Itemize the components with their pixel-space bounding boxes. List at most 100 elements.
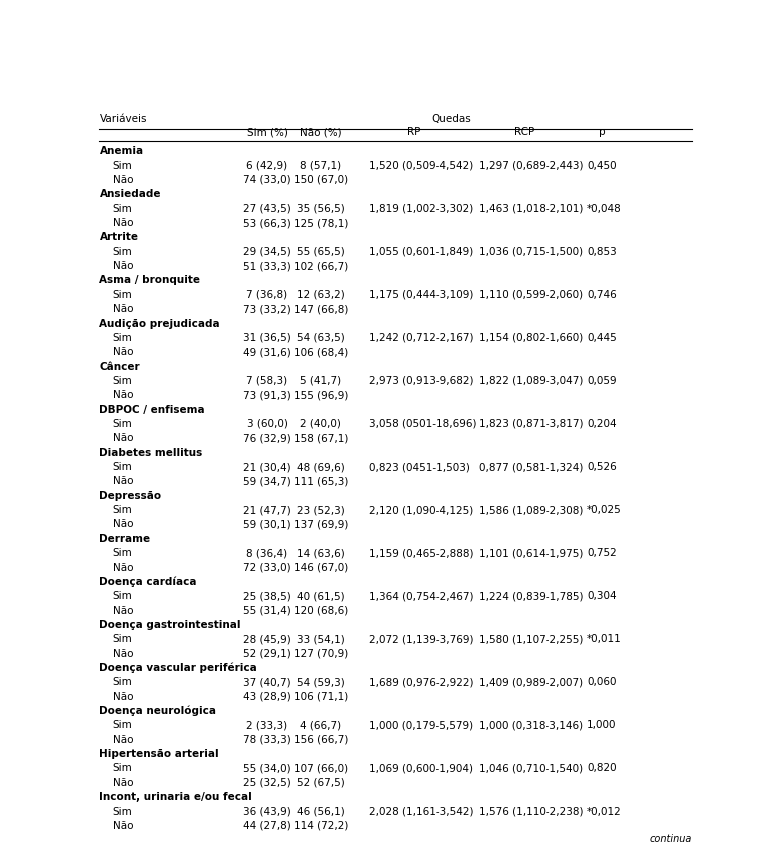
Text: Não: Não (113, 476, 133, 486)
Text: 54 (59,3): 54 (59,3) (297, 677, 345, 688)
Text: 59 (34,7): 59 (34,7) (243, 476, 291, 486)
Text: 8 (36,4): 8 (36,4) (246, 548, 288, 558)
Text: 0,746: 0,746 (587, 290, 617, 300)
Text: Audição prejudicada: Audição prejudicada (100, 318, 220, 329)
Text: 114 (72,2): 114 (72,2) (293, 821, 348, 831)
Text: 55 (31,4): 55 (31,4) (243, 605, 291, 616)
Text: 1,819 (1,002-3,302): 1,819 (1,002-3,302) (369, 204, 473, 213)
Text: *0,048: *0,048 (587, 204, 622, 213)
Text: Não: Não (113, 563, 133, 572)
Text: 44 (27,8): 44 (27,8) (243, 821, 291, 831)
Text: 1,000: 1,000 (587, 720, 617, 730)
Text: Sim: Sim (113, 333, 133, 342)
Text: Não: Não (113, 218, 133, 228)
Text: 1,110 (0,599-2,060): 1,110 (0,599-2,060) (479, 290, 584, 300)
Text: Diabetes mellitus: Diabetes mellitus (100, 447, 203, 458)
Text: Não: Não (113, 390, 133, 401)
Text: Doença gastrointestinal: Doença gastrointestinal (100, 620, 241, 630)
Text: DBPOC / enfisema: DBPOC / enfisema (100, 405, 205, 414)
Text: 25 (38,5): 25 (38,5) (243, 591, 291, 601)
Text: 7 (58,3): 7 (58,3) (246, 376, 288, 386)
Text: Derrame: Derrame (100, 534, 151, 544)
Text: 25 (32,5): 25 (32,5) (243, 778, 291, 788)
Text: 1,586 (1,089-2,308): 1,586 (1,089-2,308) (479, 505, 584, 515)
Text: Sim: Sim (113, 376, 133, 386)
Text: 73 (91,3): 73 (91,3) (243, 390, 291, 401)
Text: 2 (40,0): 2 (40,0) (300, 419, 341, 429)
Text: 37 (40,7): 37 (40,7) (243, 677, 291, 688)
Text: 0,059: 0,059 (587, 376, 617, 386)
Text: 21 (47,7): 21 (47,7) (243, 505, 291, 515)
Text: Doença neurológica: Doença neurológica (100, 706, 216, 716)
Text: 1,036 (0,715-1,500): 1,036 (0,715-1,500) (479, 247, 584, 257)
Text: 0,823 (0451-1,503): 0,823 (0451-1,503) (369, 462, 469, 472)
Text: 1,580 (1,107-2,255): 1,580 (1,107-2,255) (479, 635, 584, 644)
Text: Sim: Sim (113, 462, 133, 472)
Text: Doença cardíaca: Doença cardíaca (100, 577, 197, 587)
Text: 72 (33,0): 72 (33,0) (243, 563, 291, 572)
Text: 0,445: 0,445 (587, 333, 617, 342)
Text: *0,025: *0,025 (587, 505, 622, 515)
Text: RP: RP (407, 127, 420, 137)
Text: 1,154 (0,802-1,660): 1,154 (0,802-1,660) (479, 333, 584, 342)
Text: 59 (30,1): 59 (30,1) (243, 519, 291, 530)
Text: Não: Não (113, 304, 133, 314)
Text: 0,853: 0,853 (587, 247, 617, 257)
Text: 111 (65,3): 111 (65,3) (293, 476, 348, 486)
Text: p: p (599, 127, 605, 137)
Text: 74 (33,0): 74 (33,0) (243, 175, 291, 185)
Text: 106 (71,1): 106 (71,1) (293, 692, 348, 701)
Text: 2,072 (1,139-3,769): 2,072 (1,139-3,769) (369, 635, 473, 644)
Text: Sim: Sim (113, 720, 133, 730)
Text: 0,877 (0,581-1,324): 0,877 (0,581-1,324) (479, 462, 584, 472)
Text: Anemia: Anemia (100, 147, 144, 156)
Text: 0,450: 0,450 (587, 160, 617, 171)
Text: 28 (45,9): 28 (45,9) (243, 635, 291, 644)
Text: 0,752: 0,752 (587, 548, 617, 558)
Text: 43 (28,9): 43 (28,9) (243, 692, 291, 701)
Text: 127 (70,9): 127 (70,9) (293, 649, 348, 659)
Text: 8 (57,1): 8 (57,1) (300, 160, 341, 171)
Text: 51 (33,3): 51 (33,3) (243, 261, 291, 271)
Text: 1,409 (0,989-2,007): 1,409 (0,989-2,007) (479, 677, 584, 688)
Text: 146 (67,0): 146 (67,0) (293, 563, 348, 572)
Text: Não: Não (113, 347, 133, 357)
Text: 156 (66,7): 156 (66,7) (293, 734, 348, 745)
Text: Quedas: Quedas (431, 114, 471, 124)
Text: 53 (66,3): 53 (66,3) (243, 218, 291, 228)
Text: 158 (67,1): 158 (67,1) (293, 434, 348, 443)
Text: Não: Não (113, 821, 133, 831)
Text: 29 (34,5): 29 (34,5) (243, 247, 291, 257)
Text: 27 (43,5): 27 (43,5) (243, 204, 291, 213)
Text: 1,159 (0,465-2,888): 1,159 (0,465-2,888) (369, 548, 473, 558)
Text: 46 (56,1): 46 (56,1) (297, 806, 345, 817)
Text: Não: Não (113, 605, 133, 616)
Text: 137 (69,9): 137 (69,9) (293, 519, 348, 530)
Text: *0,011: *0,011 (587, 635, 622, 644)
Text: 150 (67,0): 150 (67,0) (294, 175, 348, 185)
Text: 1,823 (0,871-3,817): 1,823 (0,871-3,817) (479, 419, 584, 429)
Text: 1,046 (0,710-1,540): 1,046 (0,710-1,540) (479, 764, 584, 773)
Text: 107 (66,0): 107 (66,0) (294, 764, 348, 773)
Text: 1,000 (0,179-5,579): 1,000 (0,179-5,579) (369, 720, 473, 730)
Text: 0,526: 0,526 (587, 462, 617, 472)
Text: Hipertensão arterial: Hipertensão arterial (100, 749, 219, 759)
Text: 31 (36,5): 31 (36,5) (243, 333, 291, 342)
Text: Câncer: Câncer (100, 362, 140, 372)
Text: Incont, urinaria e/ou fecal: Incont, urinaria e/ou fecal (100, 792, 252, 802)
Text: Asma / bronquite: Asma / bronquite (100, 276, 201, 285)
Text: Sim (%): Sim (%) (246, 127, 287, 137)
Text: Não: Não (113, 175, 133, 185)
Text: Não: Não (113, 692, 133, 701)
Text: 2 (33,3): 2 (33,3) (246, 720, 288, 730)
Text: 0,060: 0,060 (587, 677, 617, 688)
Text: 1,297 (0,689-2,443): 1,297 (0,689-2,443) (479, 160, 584, 171)
Text: 3,058 (0501-18,696): 3,058 (0501-18,696) (369, 419, 476, 429)
Text: Não: Não (113, 649, 133, 659)
Text: 1,069 (0,600-1,904): 1,069 (0,600-1,904) (369, 764, 472, 773)
Text: Sim: Sim (113, 160, 133, 171)
Text: 52 (67,5): 52 (67,5) (297, 778, 345, 788)
Text: 147 (66,8): 147 (66,8) (293, 304, 348, 314)
Text: Sim: Sim (113, 247, 133, 257)
Text: Não: Não (113, 734, 133, 745)
